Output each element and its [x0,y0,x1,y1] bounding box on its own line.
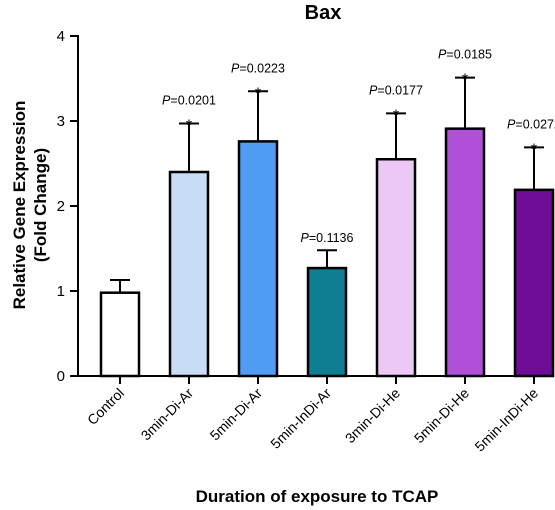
significance-star: * [393,107,399,124]
x-axis-title: Duration of exposure to TCAP [196,487,439,506]
p-value-label: P=0.0185 [438,48,492,62]
bar [444,127,486,378]
bar [306,266,348,378]
p-value-label: P=0.1136 [301,231,354,245]
x-tick-label: 5min-Di-He [411,385,473,447]
x-tick-label: 5min-InDi-Ar [267,385,334,452]
significance-star: * [531,141,537,158]
bar [99,291,141,378]
plot-area: 0 1 2 3 4 Control 3min-Di-Ar P=0.0201 * 5min-Di-A… [57,28,555,454]
x-tick-label: 5min-InDi-He [471,385,541,455]
bar [168,170,210,378]
y-axis-title: Relative Gene Expression (Fold Change) [10,101,50,310]
y-tick-label: 1 [57,283,65,300]
p-value-label: P=0.0201 [162,94,216,108]
bar [513,188,555,378]
y-axis-title-line2: (Fold Change) [31,148,50,262]
bar [375,158,417,378]
bar [237,140,279,378]
y-tick-label: 4 [57,28,65,45]
y-tick-label: 3 [57,113,65,130]
significance-star: * [186,118,192,135]
p-value-label: P=0.0177 [369,83,423,97]
y-tick-label: 2 [57,198,65,215]
y-tick-label: 0 [57,368,65,385]
p-value-label: P=0.0272 [507,117,555,131]
x-tick-label: 3min-Di-Ar [138,385,197,444]
significance-star: * [462,72,468,89]
chart-title: Bax [305,2,342,24]
x-tick-label: 5min-Di-Ar [207,385,266,444]
x-tick-label: 3min-Di-He [342,385,404,447]
significance-star: * [255,85,261,102]
x-tick-label: Control [84,385,127,428]
p-value-label: P=0.0223 [231,61,285,75]
y-axis-title-line1: Relative Gene Expression [10,101,29,310]
